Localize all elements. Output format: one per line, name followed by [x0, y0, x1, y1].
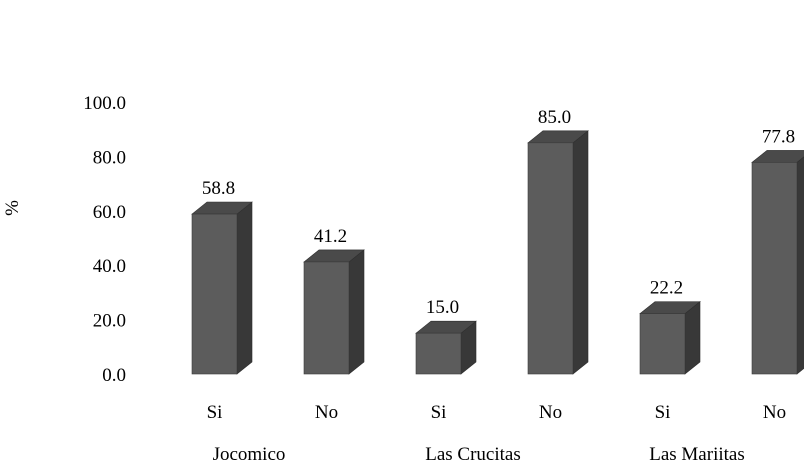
bar: [751, 150, 804, 375]
category-label: Si: [431, 402, 447, 423]
data-label: 77.8: [762, 126, 795, 147]
data-label: 22.2: [650, 278, 683, 299]
x-axis-labels: Si No Jocomico Si No Las Crucitas Si No Las Mari…: [207, 402, 787, 465]
bar: [303, 249, 365, 375]
bar-side: [572, 130, 589, 375]
bar: [527, 130, 589, 375]
category-label: No: [315, 402, 338, 423]
bar-side: [684, 300, 701, 375]
bar-side: [348, 249, 365, 375]
bar-front: [751, 162, 798, 375]
bars: 58.8 41.2 15.0 85.0 22.2 77.8: [191, 107, 804, 375]
category-label: Si: [207, 402, 223, 423]
group-label: Jocomico: [213, 444, 286, 465]
group-label: Las Mariitas: [649, 444, 745, 465]
data-label: 58.8: [202, 178, 235, 199]
bar-side: [236, 201, 253, 375]
bar-side: [796, 156, 804, 375]
group-label: Las Crucitas: [425, 444, 521, 465]
bar-front: [191, 213, 238, 375]
y-axis-title: %: [2, 200, 23, 216]
bar: [191, 201, 253, 375]
y-tick-label: 40.0: [93, 256, 126, 277]
bar-front: [639, 313, 686, 375]
y-tick-label: 80.0: [93, 147, 126, 168]
y-axis-ticks: 0.0 20.0 40.0 60.0 80.0 100.0: [83, 93, 126, 386]
bar-top: [751, 150, 804, 163]
category-label: Si: [655, 402, 671, 423]
category-label: No: [763, 402, 786, 423]
y-tick-label: 0.0: [102, 365, 126, 386]
bar-front: [303, 261, 350, 375]
data-label: 85.0: [538, 107, 571, 128]
bar: [639, 300, 701, 375]
y-tick-label: 20.0: [93, 311, 126, 332]
bar-front: [415, 332, 462, 375]
data-label: 41.2: [314, 226, 347, 247]
y-tick-label: 100.0: [83, 93, 126, 114]
data-label: 15.0: [426, 297, 459, 318]
category-label: No: [539, 402, 562, 423]
y-tick-label: 60.0: [93, 202, 126, 223]
bar-front: [527, 142, 574, 375]
bar: [415, 320, 477, 375]
